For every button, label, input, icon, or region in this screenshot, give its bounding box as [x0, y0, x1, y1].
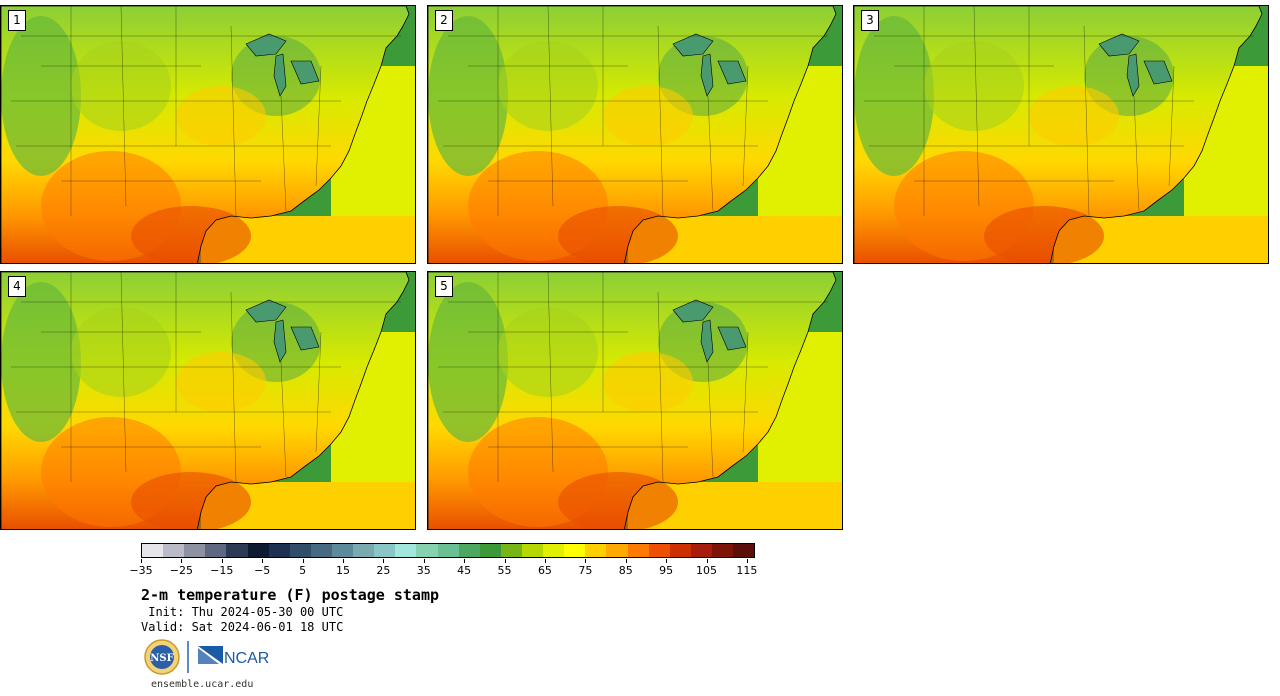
colorbar-tick-label: 85 — [618, 564, 633, 577]
colorbar-segment — [268, 544, 290, 557]
colorbar-tick-label: 55 — [497, 564, 512, 577]
colorbar-tick-label: 105 — [696, 564, 718, 577]
colorbar-segment — [669, 544, 691, 557]
colorbar-tick — [181, 559, 183, 563]
colorbar-tick-label: −15 — [210, 564, 234, 577]
colorbar-segment — [606, 544, 628, 557]
colorbar-ticks: −35 −25 −15 −5 5 15 25 35 45 55 65 75 85 95 105 115 — [129, 559, 758, 579]
colorbar-tick-label: 75 — [578, 564, 593, 577]
temperature-map — [428, 272, 842, 529]
temperature-map — [1, 6, 415, 263]
colorbar-segment — [142, 544, 164, 557]
colorbar-segment — [733, 544, 755, 557]
colorbar-tick — [666, 559, 668, 563]
stamp-panel-5: 5 — [427, 271, 843, 530]
stamp-label: 5 — [435, 276, 453, 297]
colorbar-segment — [331, 544, 354, 557]
colorbar-segment — [437, 544, 459, 557]
colorbar-tick-label: 95 — [659, 564, 674, 577]
colorbar-tick — [746, 559, 748, 563]
valid-time: Valid: Sat 2024-06-01 18 UTC — [141, 620, 344, 634]
colorbar-tick-label: 35 — [416, 564, 431, 577]
stamp-label: 1 — [8, 10, 26, 31]
colorbar-tick-label: −25 — [169, 564, 193, 577]
colorbar-segment — [648, 544, 670, 557]
chart-title: 2-m temperature (F) postage stamp — [141, 586, 440, 604]
nsf-logo-text: NSF — [150, 653, 173, 664]
colorbar-segment — [395, 544, 417, 557]
colorbar-segment — [226, 544, 248, 557]
colorbar-tick — [585, 559, 587, 563]
colorbar-segment — [353, 544, 375, 557]
colorbar-segment — [479, 544, 501, 557]
colorbar-tick — [262, 559, 264, 563]
nsf-logo-icon: NSF — [144, 639, 180, 675]
colorbar-segment — [289, 544, 311, 557]
colorbar-segment — [310, 544, 332, 557]
colorbar-segment — [500, 544, 522, 557]
stamp-panel-4: 4 — [0, 271, 416, 530]
stamp-panel-1: 1 — [0, 5, 416, 264]
colorbar — [141, 543, 755, 558]
colorbar-segment — [416, 544, 438, 557]
colorbar-tick — [706, 559, 708, 563]
colorbar-tick — [302, 559, 304, 563]
colorbar-tick — [625, 559, 627, 563]
colorbar-tick — [464, 559, 466, 563]
colorbar-tick-label: −35 — [129, 564, 153, 577]
colorbar-segment — [458, 544, 480, 557]
footer-url: ensemble.ucar.edu — [151, 679, 254, 690]
colorbar-segment — [163, 544, 185, 557]
colorbar-segment — [564, 544, 586, 557]
colorbar-segment — [627, 544, 649, 557]
stamp-label: 4 — [8, 276, 26, 297]
colorbar-segment — [205, 544, 227, 557]
colorbar-tick-label: −5 — [254, 564, 271, 577]
stamp-panel-2: 2 — [427, 5, 843, 264]
colorbar-tick — [221, 559, 223, 563]
stamp-label: 3 — [861, 10, 879, 31]
colorbar-segment — [690, 544, 712, 557]
colorbar-segment — [585, 544, 607, 557]
colorbar-tick-label: 25 — [376, 564, 391, 577]
logo-area: NSF NCAR — [143, 638, 283, 676]
colorbar-tick-label: 65 — [537, 564, 552, 577]
colorbar-tick — [544, 559, 546, 563]
colorbar-segment — [184, 544, 206, 557]
colorbar-tick-label: 5 — [299, 564, 307, 577]
colorbar-tick-label: 15 — [335, 564, 350, 577]
ncar-logo-text: NCAR — [224, 650, 269, 667]
colorbar-tick — [383, 559, 385, 563]
colorbar-tick — [423, 559, 425, 563]
colorbar-segment — [543, 544, 565, 557]
temperature-map — [1, 272, 415, 529]
colorbar-tick — [141, 559, 142, 563]
temperature-map — [854, 6, 1268, 263]
stamp-panel-3: 3 — [853, 5, 1269, 264]
colorbar-segment — [711, 544, 734, 557]
colorbar-segment — [247, 544, 269, 557]
temperature-map — [428, 6, 842, 263]
colorbar-segment — [521, 544, 544, 557]
colorbar-segment — [374, 544, 396, 557]
init-time: Init: Thu 2024-05-30 00 UTC — [141, 605, 344, 619]
colorbar-tick — [342, 559, 344, 563]
colorbar-tick-label: 45 — [457, 564, 472, 577]
ncar-logo-icon: NCAR — [198, 646, 269, 667]
colorbar-tick — [504, 559, 506, 563]
stamp-label: 2 — [435, 10, 453, 31]
colorbar-tick-label: 115 — [736, 564, 758, 577]
